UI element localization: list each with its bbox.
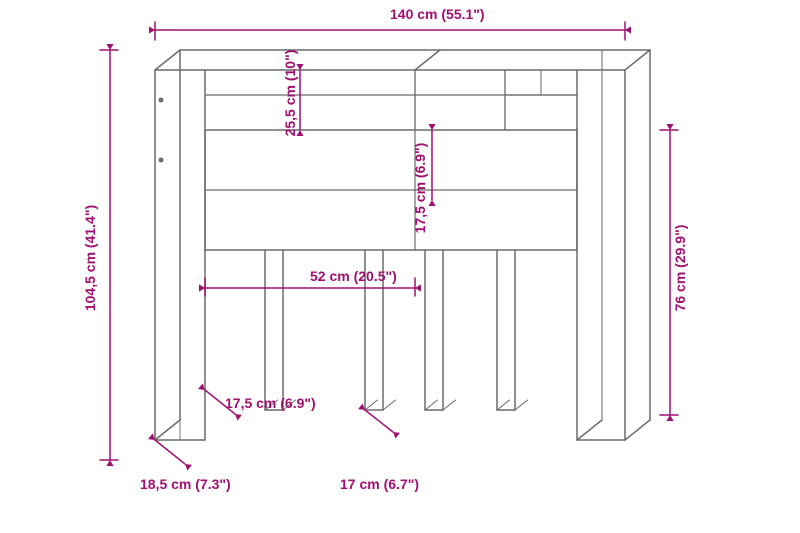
dim-width-top: 140 cm (55.1") <box>390 6 485 22</box>
dim-mid-width: 52 cm (20.5") <box>310 268 397 284</box>
dim-gap-height: 17,5 cm (6.9") <box>412 128 428 248</box>
dim-bottom-depth2: 17 cm (6.7") <box>340 476 419 492</box>
dim-shelf-height: 25,5 cm (10") <box>282 33 298 153</box>
dim-bottom-depth1: 18,5 cm (7.3") <box>140 476 231 492</box>
dim-height-left: 104,5 cm (41.4") <box>82 198 98 318</box>
dim-right-height: 76 cm (29.9") <box>672 208 688 328</box>
dim-left-depth: 17,5 cm (6.9") <box>225 395 316 411</box>
